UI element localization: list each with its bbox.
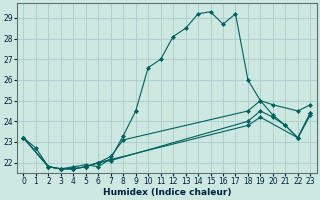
X-axis label: Humidex (Indice chaleur): Humidex (Indice chaleur) <box>103 188 231 197</box>
